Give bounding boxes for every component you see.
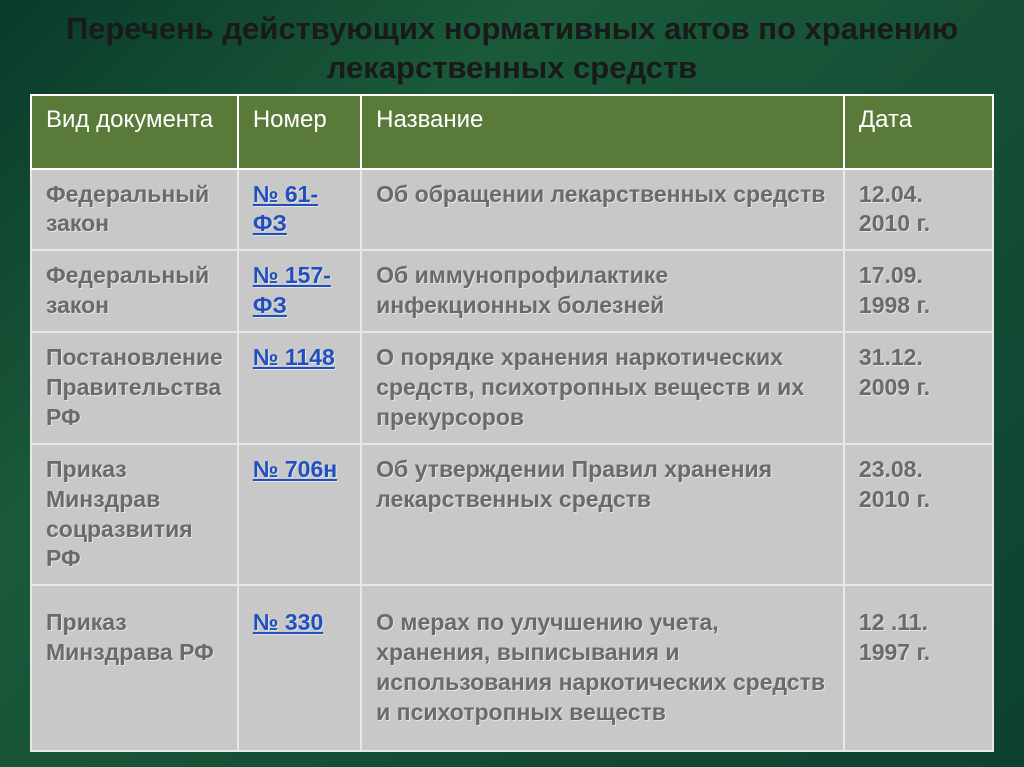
regulations-table: Вид документа Номер Название Дата Федера…: [30, 94, 994, 752]
regulation-link[interactable]: № 330: [253, 609, 323, 635]
cell-name: О мерах по улучшению учета, хранения, вы…: [361, 585, 844, 751]
col-header-doc: Вид документа: [31, 95, 238, 169]
table-row: Федеральный закон № 157-ФЗ Об иммунопроф…: [31, 250, 993, 332]
cell-doc: Приказ Минздрав соцразвития РФ: [31, 444, 238, 586]
table-row: Федеральный закон № 61-ФЗ Об обращении л…: [31, 169, 993, 251]
cell-date: 12.04. 2010 г.: [844, 169, 993, 251]
table-row: Постановление Правительства РФ № 1148 О …: [31, 332, 993, 444]
cell-num: № 1148: [238, 332, 361, 444]
cell-doc: Федеральный закон: [31, 250, 238, 332]
cell-date: 31.12. 2009 г.: [844, 332, 993, 444]
cell-name: Об иммунопрофилактике инфекционных болез…: [361, 250, 844, 332]
cell-num: № 61-ФЗ: [238, 169, 361, 251]
cell-date: 12 .11. 1997 г.: [844, 585, 993, 751]
col-header-name: Название: [361, 95, 844, 169]
cell-doc: Приказ Минздрава РФ: [31, 585, 238, 751]
cell-date: 23.08. 2010 г.: [844, 444, 993, 586]
cell-num: № 706н: [238, 444, 361, 586]
regulation-link[interactable]: № 706н: [253, 456, 337, 482]
cell-doc: Федеральный закон: [31, 169, 238, 251]
col-header-date: Дата: [844, 95, 993, 169]
cell-doc: Постановление Правительства РФ: [31, 332, 238, 444]
regulation-link[interactable]: № 61-ФЗ: [253, 181, 318, 237]
cell-num: № 157-ФЗ: [238, 250, 361, 332]
slide-container: Перечень действующих нормативных актов п…: [0, 0, 1024, 767]
table-row: Приказ Минздрава РФ № 330 О мерах по улу…: [31, 585, 993, 751]
table-header-row: Вид документа Номер Название Дата: [31, 95, 993, 169]
col-header-num: Номер: [238, 95, 361, 169]
table-row: Приказ Минздрав соцразвития РФ № 706н Об…: [31, 444, 993, 586]
cell-num: № 330: [238, 585, 361, 751]
regulation-link[interactable]: № 1148: [253, 344, 335, 370]
regulation-link[interactable]: № 157-ФЗ: [253, 262, 331, 318]
slide-title: Перечень действующих нормативных актов п…: [30, 10, 994, 88]
cell-name: О порядке хранения наркотических средств…: [361, 332, 844, 444]
cell-name: Об обращении лекарственных средств: [361, 169, 844, 251]
cell-date: 17.09. 1998 г.: [844, 250, 993, 332]
cell-name: Об утверждении Правил хранения лекарстве…: [361, 444, 844, 586]
